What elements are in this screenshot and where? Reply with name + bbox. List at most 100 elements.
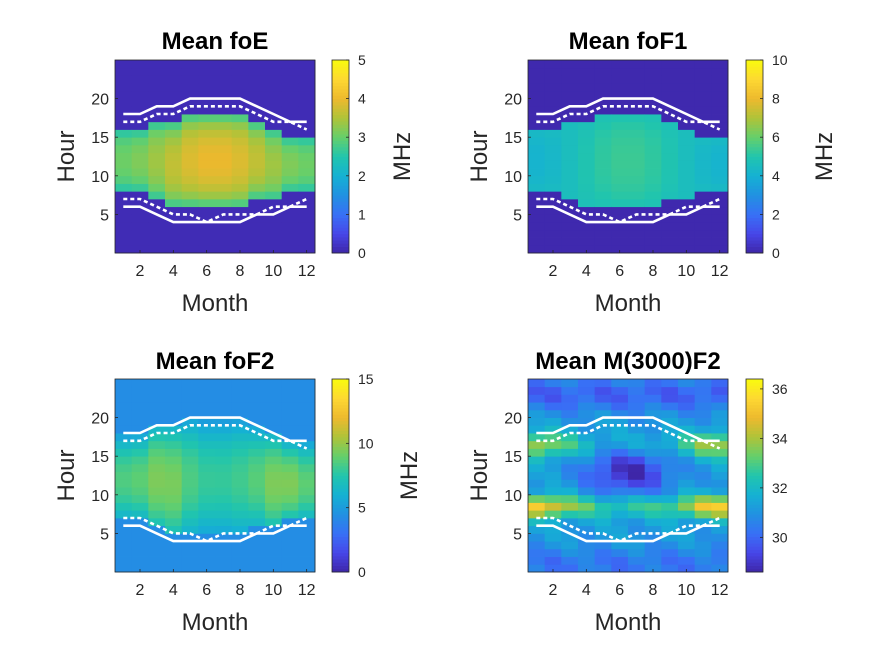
heatmap-cell (544, 394, 562, 403)
heatmap-cell (248, 556, 266, 565)
heatmap-cell (198, 394, 216, 403)
heatmap-cell (678, 191, 696, 200)
heatmap-cell (298, 556, 316, 565)
colorbar-swatch (746, 543, 763, 547)
heatmap-cell (694, 229, 712, 238)
heatmap-cell (544, 175, 562, 184)
heatmap-cell (148, 129, 166, 138)
colorbar-swatch (746, 249, 763, 254)
colorbar-swatch (332, 66, 349, 71)
heatmap-cell (165, 433, 183, 442)
heatmap-cell (661, 206, 679, 215)
heatmap-cell (298, 60, 316, 69)
colorbar-swatch (332, 92, 349, 96)
heatmap-cell (165, 471, 183, 480)
colorbar-swatch (332, 485, 349, 489)
heatmap-cell (594, 160, 612, 169)
heatmap-cell (265, 564, 283, 573)
x-tick-label: 4 (582, 582, 591, 599)
heatmap-cell (181, 90, 199, 99)
heatmap-cell (281, 183, 299, 192)
heatmap-cell (711, 525, 729, 534)
heatmap-cell (694, 556, 712, 565)
colorbar-swatch (332, 124, 349, 128)
heatmap-cell (298, 152, 316, 161)
heatmap-cell (561, 487, 579, 496)
colorbar-swatch (332, 491, 349, 496)
heatmap-cell (165, 425, 183, 434)
heatmap-cell (561, 160, 579, 169)
colorbar-swatch (746, 156, 763, 161)
heatmap-cell (281, 556, 299, 565)
heatmap-cell (115, 114, 133, 123)
heatmap-cell (115, 533, 133, 542)
heatmap-cell (265, 479, 283, 488)
heatmap-cell (678, 222, 696, 231)
heatmap-cell (644, 494, 662, 503)
colorbar-tick-label: 2 (772, 206, 780, 222)
heatmap-cell (528, 541, 546, 550)
heatmap-cell (298, 90, 316, 99)
heatmap-cell (148, 386, 166, 395)
heatmap-cell (281, 214, 299, 223)
heatmap-cell (611, 564, 629, 573)
heatmap-cell (265, 114, 283, 123)
heatmap-cell (115, 183, 133, 192)
heatmap-cell (561, 479, 579, 488)
heatmap-cell (694, 517, 712, 527)
x-tick-label: 8 (236, 263, 245, 280)
heatmap-cell (131, 60, 149, 69)
heatmap-cell (215, 502, 233, 511)
heatmap-cell (578, 129, 596, 138)
heatmap-cell (578, 83, 596, 92)
heatmap-cell (198, 541, 216, 550)
heatmap-cell (265, 533, 283, 542)
heatmap-cell (578, 114, 596, 123)
heatmap-cell (611, 214, 629, 223)
heatmap-cell (594, 222, 612, 231)
colorbar-swatch (746, 137, 763, 141)
heatmap-cell (628, 114, 646, 123)
heatmap-cell (694, 114, 712, 123)
y-axis-label: Hour (53, 130, 80, 182)
heatmap-cell (265, 191, 283, 200)
heatmap-cell (544, 502, 562, 511)
heatmap-cell (298, 198, 316, 208)
colorbar-swatch (746, 391, 763, 396)
heatmap-cell (231, 114, 249, 123)
heatmap-cell (711, 75, 729, 84)
heatmap-cell (594, 533, 612, 542)
heatmap-cell (231, 183, 249, 192)
heatmap-cell (148, 137, 166, 146)
colorbar-swatch (746, 520, 763, 525)
heatmap-cell (281, 479, 299, 488)
heatmap-cell (678, 98, 696, 107)
colorbar-swatch (332, 379, 349, 383)
heatmap-cell (181, 198, 199, 208)
heatmap-cell (131, 463, 149, 473)
heatmap-cell (528, 456, 546, 465)
heatmap-cell (594, 479, 612, 488)
heatmap-cell (215, 433, 233, 442)
heatmap-cell (561, 440, 579, 449)
heatmap-cell (231, 502, 249, 511)
colorbar-swatch (332, 211, 349, 215)
colorbar-swatch (746, 430, 763, 435)
heatmap-cell (711, 137, 729, 146)
heatmap-cell (611, 137, 629, 146)
heatmap-cell (248, 245, 266, 254)
y-tick-label: 5 (100, 207, 109, 224)
colorbar-swatch (746, 510, 763, 515)
heatmap-cell (711, 556, 729, 565)
heatmap-cell (678, 463, 696, 473)
heatmap-cell (561, 222, 579, 231)
heatmap-cell (578, 75, 596, 84)
heatmap-cell (248, 402, 266, 411)
heatmap-cell (544, 144, 562, 154)
heatmap-cell (181, 121, 199, 130)
heatmap-cell (561, 386, 579, 395)
heatmap-cell (181, 494, 199, 503)
heatmap-cell (148, 83, 166, 92)
heatmap-cell (561, 121, 579, 130)
heatmap-cell (215, 386, 233, 395)
